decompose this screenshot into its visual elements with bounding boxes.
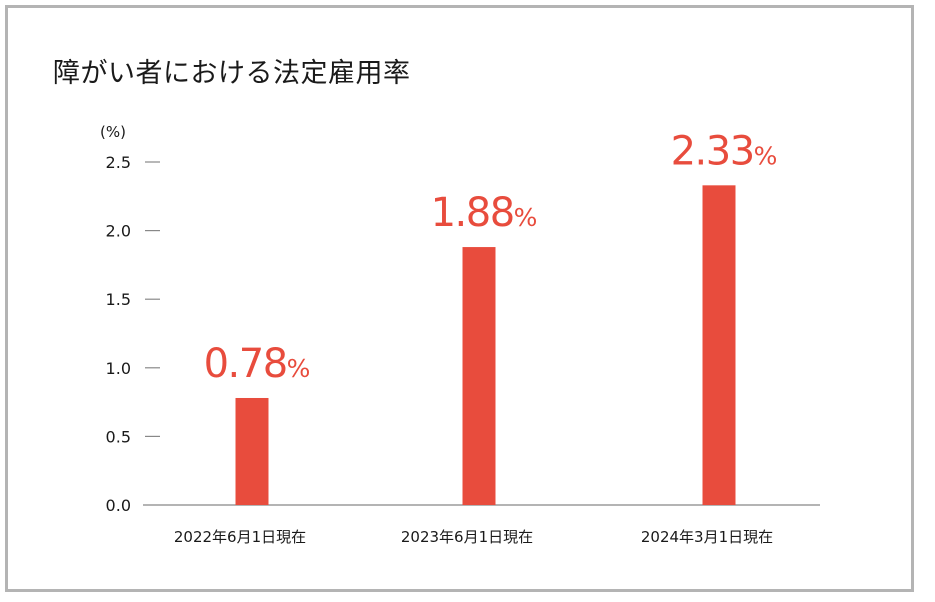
y-tick-label: 1.5 xyxy=(106,290,131,309)
x-category-label: 2023年6月1日現在 xyxy=(401,528,533,546)
y-tick-label: 0.0 xyxy=(106,496,131,515)
chart-frame xyxy=(5,5,914,592)
bar-value-label: 2.33% xyxy=(671,128,778,174)
y-tick-label: 2.0 xyxy=(106,222,131,241)
chart-title: 障がい者における法定雇用率 xyxy=(53,58,411,89)
bar-value-label: 0.78% xyxy=(204,341,311,387)
x-category-label: 2024年3月1日現在 xyxy=(641,528,773,546)
bar xyxy=(702,185,736,505)
bar xyxy=(235,397,269,505)
y-tick-label: 1.0 xyxy=(106,359,131,378)
x-category-label: 2022年6月1日現在 xyxy=(174,528,306,546)
bar xyxy=(462,247,496,505)
y-unit-label: (%) xyxy=(100,123,126,141)
y-tick-label: 2.5 xyxy=(106,153,131,172)
y-tick-label: 0.5 xyxy=(106,427,131,446)
bar-value-label: 1.88% xyxy=(431,190,538,236)
